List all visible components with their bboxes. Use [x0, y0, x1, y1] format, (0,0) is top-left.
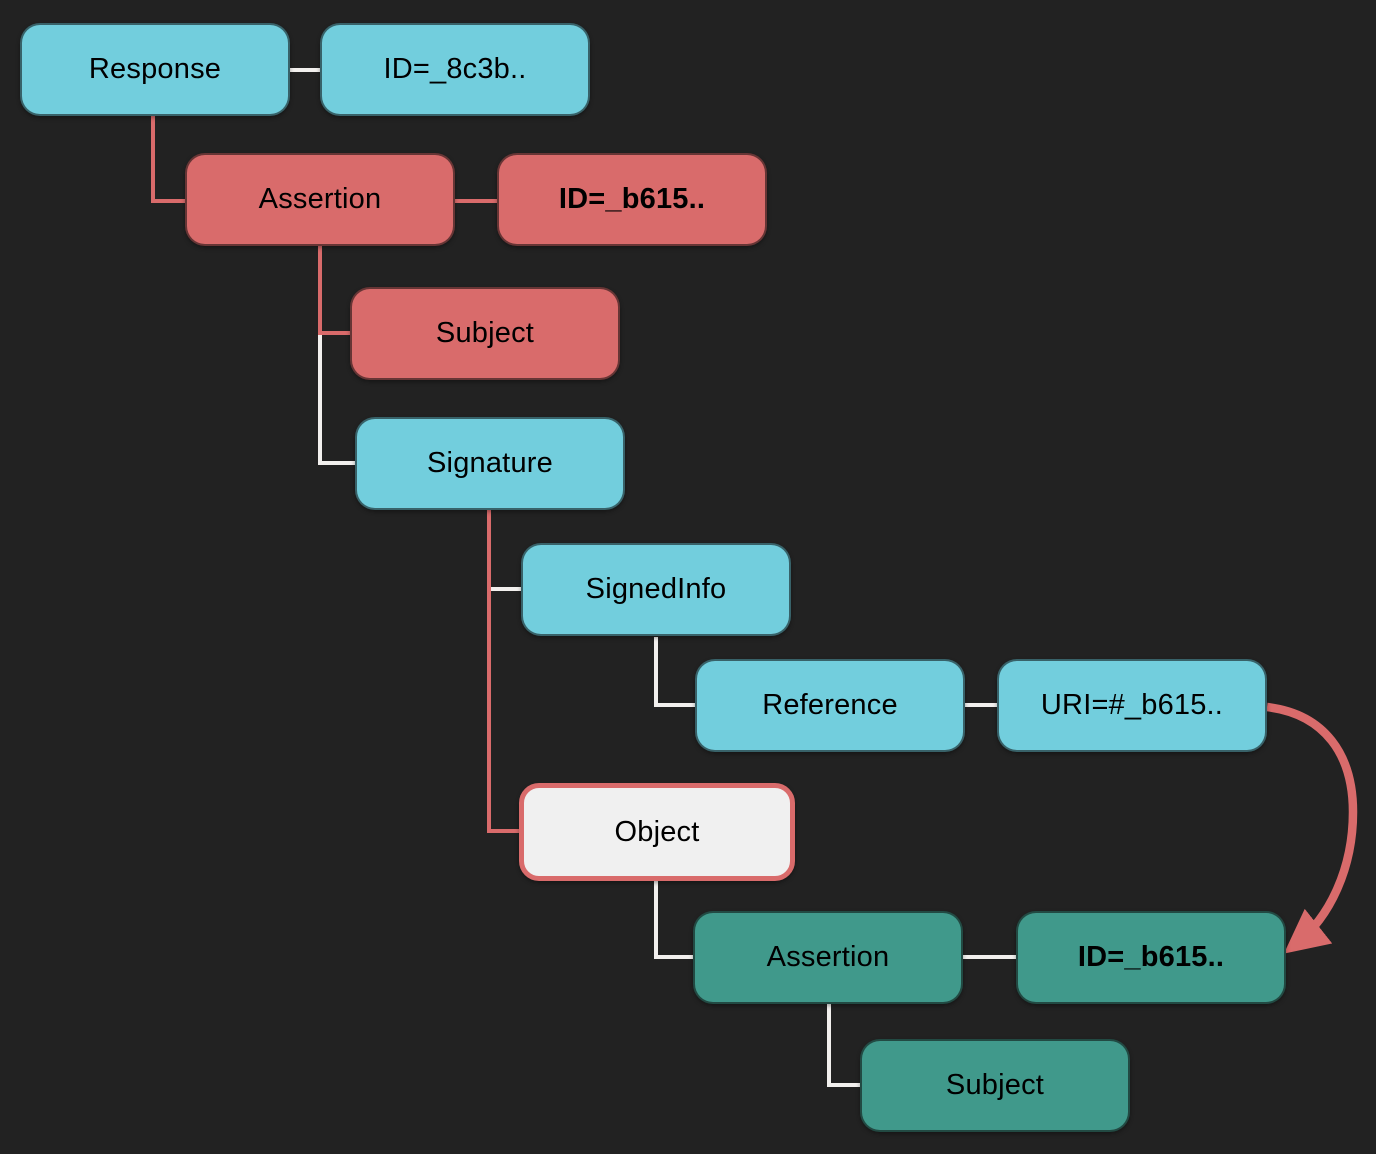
edge-response-to-assertion-vertical	[151, 116, 155, 203]
edge-assertion-to-id	[455, 199, 497, 203]
node-signedinfo: SignedInfo	[521, 543, 791, 636]
edge-assertion-to-subject-horizontal	[318, 331, 350, 335]
edge-reference-to-uri	[965, 703, 997, 707]
edge-assertion2-to-id2	[963, 955, 1016, 959]
node-label: Signature	[427, 447, 553, 479]
arrow-curve	[1266, 702, 1358, 954]
edge-signature-to-signedinfo-horizontal	[491, 587, 521, 591]
node-signature: Signature	[355, 417, 625, 510]
node-label: Object	[614, 815, 700, 848]
edge-signature-children-vertical	[487, 510, 491, 831]
node-subject-original: Subject	[860, 1039, 1130, 1132]
node-assertion-original: Assertion	[693, 911, 963, 1004]
edge-response-to-id	[290, 68, 320, 72]
edge-object-to-assertion-vertical	[654, 881, 658, 958]
node-assertion-forged: Assertion	[185, 153, 455, 246]
edge-assertion2-to-subject-horizontal	[827, 1083, 860, 1087]
node-label: Response	[88, 53, 222, 85]
node-assertion-original-id-attr: ID=_b615..	[1016, 911, 1286, 1004]
node-label: ID=_b615..	[1077, 941, 1225, 973]
node-reference-uri-attr: URI=#_b615..	[997, 659, 1267, 752]
node-response: Response	[20, 23, 290, 116]
node-label: URI=#_b615..	[1040, 689, 1224, 721]
node-label: Subject	[945, 1069, 1045, 1101]
node-assertion-forged-id-attr: ID=_b615..	[497, 153, 767, 246]
node-label: ID=_8c3b..	[383, 53, 527, 85]
edge-object-to-assertion-horizontal	[654, 955, 693, 959]
node-label: Assertion	[258, 183, 382, 215]
node-object: Object	[519, 783, 795, 881]
edge-signature-to-object-horizontal	[487, 829, 519, 833]
node-reference: Reference	[695, 659, 965, 752]
node-subject-forged: Subject	[350, 287, 620, 380]
edge-signedinfo-to-reference-horizontal	[654, 703, 695, 707]
edge-assertion-to-signature-vertical	[318, 335, 322, 463]
node-label: Subject	[435, 317, 535, 349]
edge-signedinfo-to-reference-vertical	[654, 637, 658, 706]
edge-assertion-to-signature-horizontal	[318, 461, 355, 465]
node-label: Reference	[762, 689, 898, 721]
node-label: Assertion	[766, 941, 890, 973]
node-response-id-attr: ID=_8c3b..	[320, 23, 590, 116]
edge-assertion-to-subject-vertical	[318, 246, 322, 335]
node-label: SignedInfo	[585, 573, 727, 605]
node-label: ID=_b615..	[558, 183, 706, 215]
edge-response-to-assertion-horizontal	[151, 199, 185, 203]
edge-assertion2-to-subject-vertical	[827, 1004, 831, 1085]
